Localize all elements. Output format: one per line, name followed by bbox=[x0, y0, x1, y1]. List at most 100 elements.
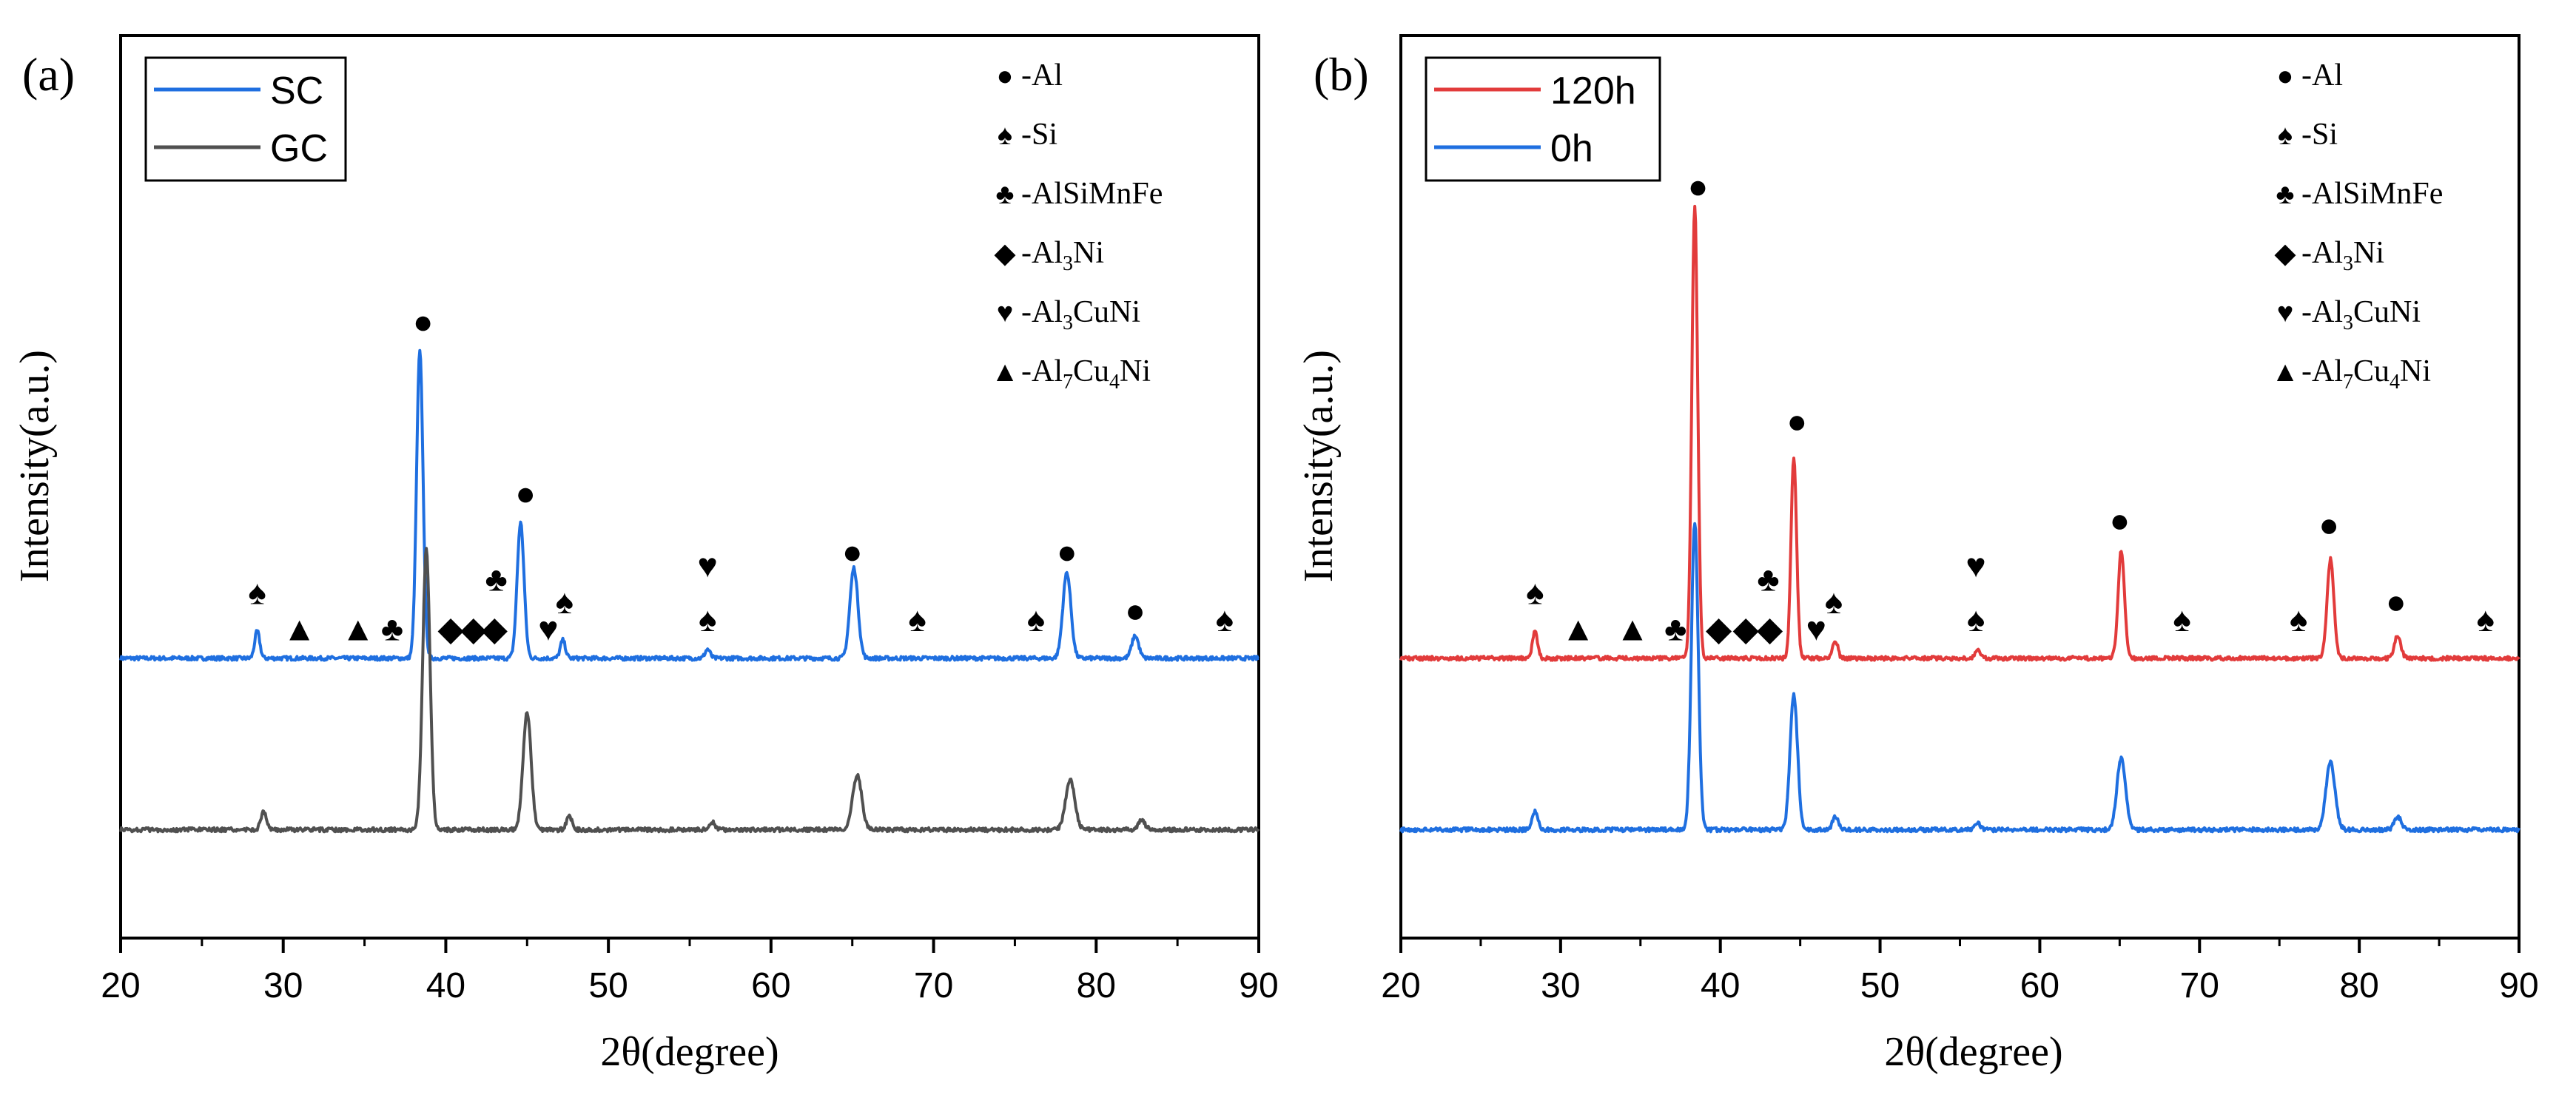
phase-marker: ● bbox=[515, 473, 536, 512]
phase-legend-label: -AlSiMnFe bbox=[1021, 177, 1163, 211]
phase-legend-label: -Al7Cu4Ni bbox=[2301, 354, 2431, 394]
curves-b bbox=[1399, 204, 2520, 834]
phase-legend-symbol: ▲ bbox=[991, 357, 1019, 388]
phase-marker: ● bbox=[2109, 501, 2130, 539]
y-axis-label-a: Intensity(a.u.) bbox=[12, 350, 58, 582]
x-tick-label: 40 bbox=[426, 966, 465, 1005]
phase-marker: ♠ bbox=[2476, 600, 2494, 638]
phase-legend-label: -Al bbox=[2301, 58, 2343, 92]
x-tick-label: 40 bbox=[1701, 966, 1740, 1005]
phase-marker: ◆ bbox=[1706, 609, 1732, 647]
phase-legend-symbol: ♥ bbox=[2277, 297, 2294, 328]
y-axis-label-b: Intensity(a.u.) bbox=[1296, 350, 1342, 582]
x-tick-label: 60 bbox=[751, 966, 790, 1005]
phase-legend-symbol: ● bbox=[2277, 61, 2294, 92]
phase-marker: ♠ bbox=[1027, 600, 1045, 638]
phase-marker: ● bbox=[2386, 582, 2407, 621]
phase-legend-label: -Al bbox=[1021, 58, 1063, 92]
x-tick-label: 20 bbox=[101, 966, 140, 1005]
phase-marker: ▲ bbox=[341, 609, 375, 647]
x-tick-label: 50 bbox=[588, 966, 628, 1005]
x-axis-label-b: 2θ(degree) bbox=[1884, 1029, 2062, 1075]
x-tick-label: 50 bbox=[1860, 966, 1900, 1005]
phase-marker: ◆ bbox=[460, 609, 487, 647]
phase-legend-a: ● -Al ♠ -Si♣ -AlSiMnFe◆ -Al3Ni♥ -Al3CuNi▲ -Al7C… bbox=[991, 58, 1163, 394]
series-legend-box-a bbox=[144, 56, 347, 182]
x-tick-label: 30 bbox=[1541, 966, 1580, 1005]
x-axis-label-a: 2θ(degree) bbox=[600, 1029, 778, 1075]
phase-legend-label: -Al3Ni bbox=[2301, 236, 2384, 275]
phase-marker: ▲ bbox=[1615, 609, 1649, 647]
series-legend-box-b bbox=[1425, 56, 1661, 182]
phase-marker: ◆ bbox=[482, 609, 508, 647]
phase-legend-label: -Si bbox=[2301, 118, 2338, 152]
series-line-gc bbox=[119, 547, 1260, 834]
phase-marker: ● bbox=[2318, 505, 2339, 544]
phase-marker: ▲ bbox=[1561, 609, 1595, 647]
phase-legend-symbol: ♥ bbox=[997, 297, 1014, 328]
series-line-sc bbox=[119, 348, 1260, 662]
phase-marker: ♥ bbox=[538, 609, 558, 647]
panel-b: (b) Intensity(a.u.) 2θ(degree) 20 30 40 50 6… bbox=[1296, 34, 2539, 1075]
x-tick-label: 30 bbox=[263, 966, 303, 1005]
phase-marker: ● bbox=[1057, 533, 1077, 571]
curves-a bbox=[119, 348, 1260, 834]
phase-marker: ● bbox=[1786, 402, 1807, 440]
phase-legend-label: -Si bbox=[1021, 118, 1057, 152]
phase-legend-label: -Al7Cu4Ni bbox=[1021, 354, 1151, 394]
phase-marker: ◆ bbox=[1733, 609, 1760, 647]
x-tick-label: 20 bbox=[1381, 966, 1420, 1005]
x-ticks-a: 20 30 40 50 60 70 80 90 bbox=[101, 938, 1279, 1005]
phase-marker: ♣ bbox=[381, 609, 403, 647]
phase-marker: ♣ bbox=[1664, 609, 1686, 647]
phase-marker: ◆ bbox=[437, 609, 464, 647]
x-tick-label: 70 bbox=[2180, 966, 2219, 1005]
phase-legend-symbol: ◆ bbox=[2274, 238, 2296, 269]
legend-label-gc: GC bbox=[270, 127, 328, 170]
phase-marker: ● bbox=[842, 533, 863, 571]
phase-legend-symbol: ♣ bbox=[996, 179, 1015, 210]
legend-label-0h: 0h bbox=[1550, 127, 1593, 170]
phase-marker: ● bbox=[1125, 591, 1146, 630]
phase-markers-b: ♠▲ ▲ ♣ ◆ ◆◆♣●●♥♠♥♠●♠ ♠●● ♠ bbox=[1526, 167, 2495, 648]
series-legend-a: SC GC bbox=[144, 56, 347, 182]
x-tick-label: 90 bbox=[1239, 966, 1278, 1005]
phase-marker: ♥ bbox=[1965, 546, 1985, 584]
series-line-120h bbox=[1399, 204, 2520, 662]
phase-marker: ♠ bbox=[1526, 573, 1544, 612]
phase-legend-label: -AlSiMnFe bbox=[2301, 177, 2443, 211]
x-tick-label: 80 bbox=[2339, 966, 2378, 1005]
phase-marker: ♣ bbox=[1757, 559, 1779, 598]
phase-marker: ♠ bbox=[1216, 600, 1234, 638]
phase-marker: ♠ bbox=[1825, 582, 1843, 621]
phase-marker: ◆ bbox=[1757, 609, 1783, 647]
phase-marker: ♣ bbox=[485, 559, 507, 598]
phase-legend-symbol: ♠ bbox=[2278, 120, 2293, 151]
phase-marker: ● bbox=[413, 303, 434, 341]
phase-marker: ▲ bbox=[283, 609, 317, 647]
phase-legend-b: ● -Al ♠ -Si♣ -AlSiMnFe◆ -Al3Ni♥ -Al3CuNi▲ -Al7C… bbox=[2271, 58, 2443, 394]
x-ticks-b: 20 30 40 50 60 70 80 90 bbox=[1381, 938, 2539, 1005]
phase-legend-symbol: ♣ bbox=[2276, 179, 2295, 210]
x-tick-label: 60 bbox=[2020, 966, 2059, 1005]
phase-legend-label: -Al3Ni bbox=[1021, 236, 1104, 275]
phase-marker: ♠ bbox=[248, 573, 266, 612]
series-line-0h bbox=[1399, 522, 2520, 834]
phase-legend-symbol: ♠ bbox=[998, 120, 1012, 151]
phase-marker: ♠ bbox=[556, 582, 574, 621]
phase-marker: ♠ bbox=[2173, 600, 2190, 638]
phase-legend-label: -Al3CuNi bbox=[1021, 295, 1140, 334]
legend-label-120h: 120h bbox=[1550, 70, 1636, 112]
panel-a: (a) Intensity(a.u.) 2θ(degree) 20 30 40 50 6… bbox=[12, 34, 1279, 1075]
phase-legend-symbol: ▲ bbox=[2271, 357, 2299, 388]
series-legend-b: 120h 0h bbox=[1425, 56, 1661, 182]
phase-marker: ♠ bbox=[2290, 600, 2307, 638]
phase-legend-label: -Al3CuNi bbox=[2301, 295, 2421, 334]
x-tick-label: 90 bbox=[2499, 966, 2538, 1005]
x-tick-label: 70 bbox=[914, 966, 953, 1005]
panel-label-b: (b) bbox=[1314, 48, 1369, 101]
phase-marker: ♥ bbox=[698, 546, 718, 584]
phase-legend-symbol: ● bbox=[997, 61, 1014, 92]
phase-markers-a: ♠▲ ▲ ♣ ◆◆◆♣●●♥♠♥♠●♠ ♠●● ♠ bbox=[248, 303, 1234, 648]
